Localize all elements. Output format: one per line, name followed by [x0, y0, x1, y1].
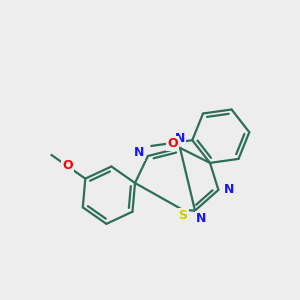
Text: N: N [175, 132, 185, 145]
Text: N: N [224, 183, 234, 196]
Text: O: O [62, 159, 73, 172]
Text: N: N [134, 146, 144, 160]
Text: N: N [196, 212, 206, 225]
Text: S: S [178, 209, 188, 222]
Text: O: O [167, 137, 178, 150]
